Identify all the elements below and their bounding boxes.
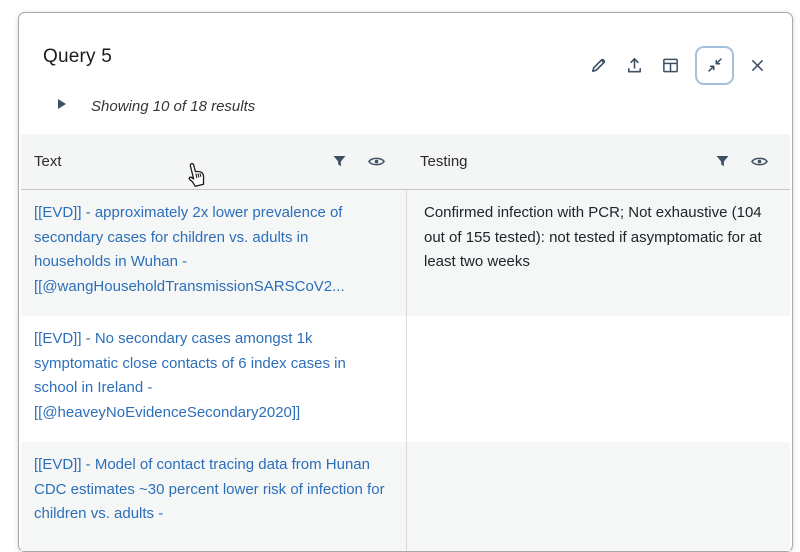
filter-button[interactable] xyxy=(331,153,348,170)
table-layout-button[interactable] xyxy=(661,56,680,75)
collapse-icon xyxy=(706,56,724,74)
results-summary-row: Showing 10 of 18 results xyxy=(57,97,255,115)
toolbar xyxy=(589,40,766,90)
column-label: Text xyxy=(34,153,62,170)
pencil-icon xyxy=(589,56,608,75)
query-results-panel: Query 5 xyxy=(18,12,793,552)
filter-button[interactable] xyxy=(714,153,731,170)
testing-cell xyxy=(407,316,790,442)
funnel-icon xyxy=(714,153,731,170)
caret-right-icon[interactable] xyxy=(57,97,67,115)
collapse-button[interactable] xyxy=(695,45,734,85)
page-title: Query 5 xyxy=(43,46,112,67)
edit-button[interactable] xyxy=(589,56,608,75)
table-row: [[EVD]] - Model of contact tracing data … xyxy=(21,442,790,551)
visibility-button[interactable] xyxy=(750,152,769,171)
text-cell: [[EVD]] - Model of contact tracing data … xyxy=(21,442,407,551)
results-summary: Showing 10 of 18 results xyxy=(91,97,256,115)
funnel-icon xyxy=(331,153,348,170)
export-icon xyxy=(625,56,644,75)
table-header: Text xyxy=(21,134,790,190)
visibility-button[interactable] xyxy=(367,152,386,171)
column-header-text[interactable]: Text xyxy=(21,134,407,189)
table-row: [[EVD]] - No secondary cases amongst 1k … xyxy=(21,316,790,442)
wiki-link[interactable]: [[EVD]] - Model of contact tracing data … xyxy=(34,456,385,522)
column-header-testing[interactable]: Testing xyxy=(407,134,790,189)
results-table: Text xyxy=(21,134,790,551)
text-cell: [[EVD]] - approximately 2x lower prevale… xyxy=(21,190,407,316)
testing-cell: Confirmed infection with PCR; Not exhaus… xyxy=(424,204,762,270)
table-row: [[EVD]] - approximately 2x lower prevale… xyxy=(21,190,790,316)
wiki-link[interactable]: [[EVD]] - No secondary cases amongst 1k … xyxy=(34,330,346,421)
close-icon xyxy=(749,57,766,74)
export-button[interactable] xyxy=(625,56,644,75)
text-cell: [[EVD]] - No secondary cases amongst 1k … xyxy=(21,316,407,442)
close-button[interactable] xyxy=(749,57,766,74)
table-icon xyxy=(661,56,680,75)
column-label: Testing xyxy=(420,153,468,170)
eye-icon xyxy=(367,152,386,171)
wiki-link[interactable]: [[EVD]] - approximately 2x lower prevale… xyxy=(34,204,345,295)
testing-cell xyxy=(407,442,790,551)
eye-icon xyxy=(750,152,769,171)
